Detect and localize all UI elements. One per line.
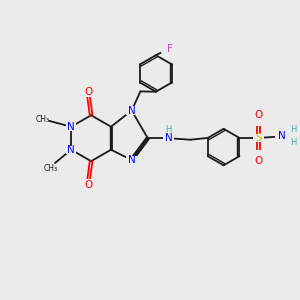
- Text: S: S: [255, 133, 262, 143]
- FancyBboxPatch shape: [66, 123, 76, 131]
- FancyBboxPatch shape: [163, 134, 174, 142]
- FancyBboxPatch shape: [127, 106, 137, 115]
- Text: H: H: [165, 125, 172, 134]
- Text: N: N: [67, 122, 75, 132]
- Text: CH₃: CH₃: [36, 115, 50, 124]
- Text: N: N: [67, 145, 75, 155]
- Text: O: O: [254, 110, 263, 120]
- Text: H: H: [290, 125, 296, 134]
- Text: F: F: [167, 44, 173, 54]
- Text: N: N: [128, 106, 136, 116]
- Text: N: N: [164, 133, 172, 143]
- FancyBboxPatch shape: [83, 89, 93, 97]
- Text: N: N: [128, 155, 136, 165]
- Text: O: O: [84, 180, 92, 190]
- Text: O: O: [84, 87, 92, 97]
- Text: H: H: [290, 138, 296, 147]
- Text: O: O: [254, 156, 263, 166]
- FancyBboxPatch shape: [254, 134, 264, 142]
- FancyBboxPatch shape: [127, 156, 137, 164]
- FancyBboxPatch shape: [254, 118, 264, 126]
- FancyBboxPatch shape: [83, 179, 93, 188]
- Text: CH₃: CH₃: [44, 164, 58, 173]
- FancyBboxPatch shape: [66, 146, 76, 154]
- FancyBboxPatch shape: [161, 45, 171, 53]
- FancyBboxPatch shape: [254, 150, 264, 158]
- FancyBboxPatch shape: [275, 132, 286, 141]
- Text: N: N: [278, 131, 286, 142]
